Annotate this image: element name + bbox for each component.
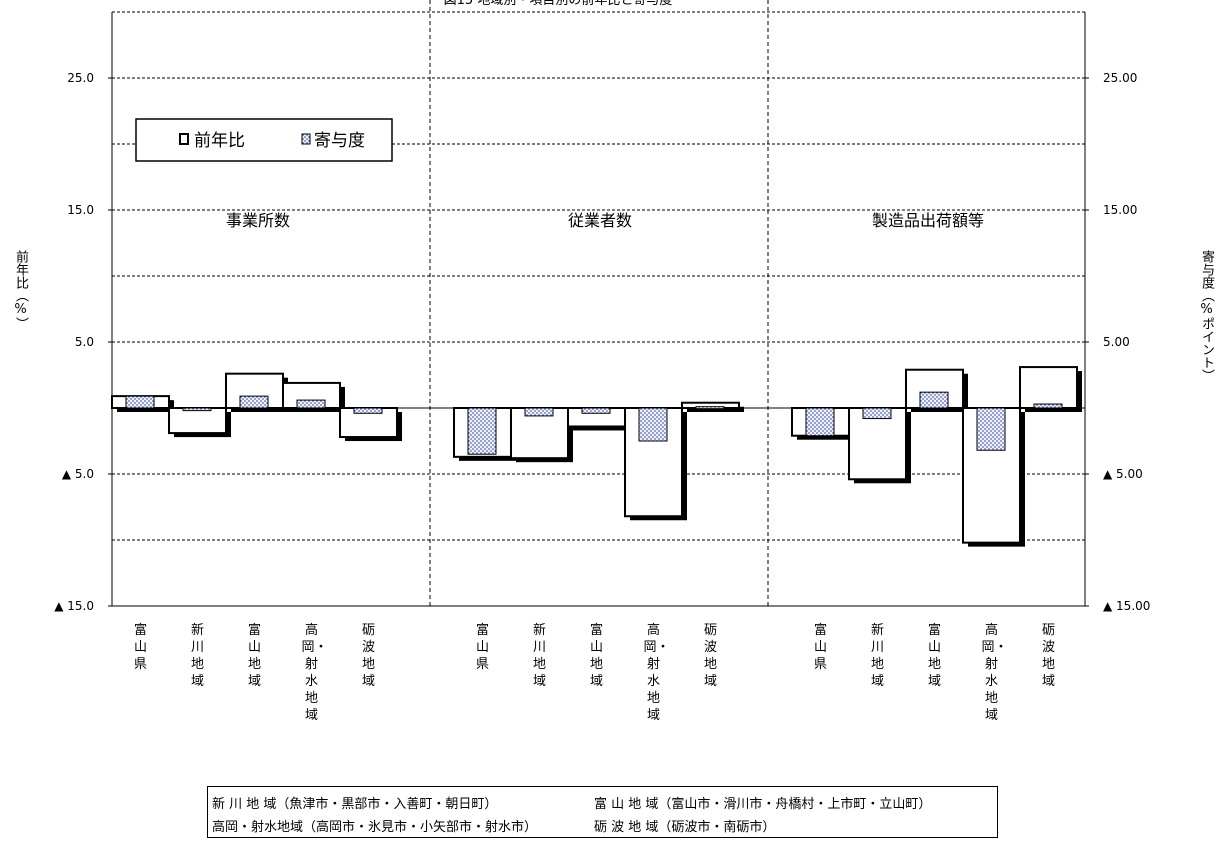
contribution-bar [638,407,668,442]
legend-swatch-yoy [179,133,189,145]
x-category-label: 富山県 [133,623,147,672]
yoy-bar [848,407,907,481]
yoy-bar [1019,366,1078,409]
x-category-label: 砺波地域 [361,623,375,689]
region-note-box: 新 川 地 域（魚津市・黒部市・入善町・朝日町） 富 山 地 域（富山市・滑川市… [207,786,998,838]
y-right-axis-label: 寄与度（%ポイント） [1199,250,1214,382]
y-right-tick: ▲ 15.00 [1103,599,1150,613]
region-note-tonami: 砺 波 地 域（砺波市・南砺市） [594,820,776,835]
contribution-bar [239,395,269,409]
x-category-label: 富山県 [813,623,827,672]
x-category-label: 富山地域 [927,623,941,689]
contribution-bar [1033,403,1063,409]
y-left-tick: ▲ 5.0 [62,467,94,481]
x-category-label: 富山県 [475,623,489,672]
y-left-tick: 5.0 [75,335,94,349]
contribution-bar [976,407,1006,451]
y-right-tick: 15.00 [1103,203,1137,217]
contribution-bar [862,407,892,420]
x-category-label: 高岡・射水地域 [643,623,670,723]
yoy-bar-shadow [687,406,744,412]
y-left-tick: 25.0 [67,71,94,85]
yoy-bar [168,407,227,435]
group-label: 従業者数 [568,211,632,230]
region-note-takaoka-imizu: 高岡・射水地域（高岡市・氷見市・小矢部市・射水市） [212,820,538,835]
contribution-bar [695,406,725,410]
region-note-shinkawa: 新 川 地 域（魚津市・黒部市・入善町・朝日町） [212,797,498,812]
x-category-label: 砺波地域 [703,623,717,689]
group-label: 事業所数 [226,211,290,230]
x-category-label: 富山地域 [247,623,261,689]
region-note-toyama: 富 山 地 域（富山市・滑川市・舟橋村・上市町・立山町） [594,797,932,812]
x-category-label: 砺波地域 [1041,623,1055,689]
contribution-bar [296,399,326,409]
y-left-tick: 15.0 [67,203,94,217]
contribution-bar [524,407,554,417]
x-category-label: 新川地域 [190,623,204,689]
y-right-tick: 5.00 [1103,335,1130,349]
contribution-bar [919,391,949,409]
x-category-label: 富山地域 [589,623,603,689]
chart-title: 図15 地域別・項目別の前年比と寄与度 [444,0,673,8]
contribution-bar [805,407,835,437]
x-category-label: 新川地域 [532,623,546,689]
y-left-tick: ▲ 15.0 [54,599,94,613]
legend-label-yoy: 前年比 [194,131,245,151]
y-right-tick: ▲ 5.00 [1103,467,1143,481]
contribution-bar [353,407,383,414]
x-category-label: 高岡・射水地域 [301,623,328,723]
contribution-bar [467,407,497,455]
legend-swatch-contrib [301,133,311,145]
legend-box [135,118,393,162]
y-right-tick: 25.00 [1103,71,1137,85]
legend-label-contrib: 寄与度 [314,131,365,151]
y-left-axis-label: 前年比（%） [13,250,28,330]
contribution-bar [182,407,212,412]
x-category-label: 高岡・射水地域 [981,623,1008,723]
contribution-bar [581,407,611,414]
contribution-bar [125,395,155,409]
x-category-label: 新川地域 [870,623,884,689]
group-label: 製造品出荷額等 [872,211,984,230]
